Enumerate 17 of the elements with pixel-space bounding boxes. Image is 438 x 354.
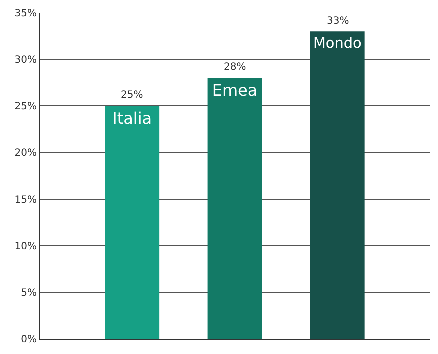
x-tick-label: Mondo bbox=[313, 36, 362, 52]
x-tick-label: Italia bbox=[112, 109, 152, 128]
y-tick-label: 35% bbox=[14, 8, 37, 20]
y-tick-label: 20% bbox=[14, 148, 37, 160]
y-tick-label: 25% bbox=[14, 102, 37, 113]
bar bbox=[105, 106, 160, 339]
bar bbox=[310, 32, 365, 339]
bar bbox=[208, 78, 262, 339]
data-label: 28% bbox=[224, 62, 246, 73]
x-tick-label: Emea bbox=[212, 81, 258, 100]
y-tick-label: 5% bbox=[21, 288, 37, 299]
y-tick-label: 15% bbox=[14, 194, 37, 206]
y-tick-label: 30% bbox=[14, 55, 37, 66]
data-label: 33% bbox=[327, 16, 350, 27]
data-label: 25% bbox=[121, 90, 144, 101]
y-tick-label: 10% bbox=[14, 241, 37, 252]
y-tick-label: 0% bbox=[21, 334, 37, 346]
